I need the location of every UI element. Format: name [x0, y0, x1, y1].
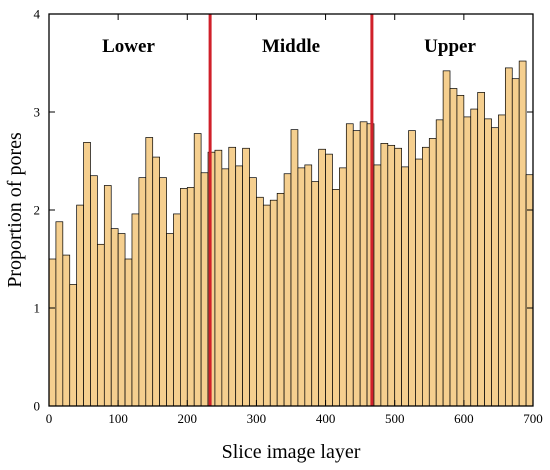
bar: [484, 118, 492, 407]
bar: [97, 243, 105, 407]
y-tick-label: 4: [34, 7, 41, 22]
bar: [55, 221, 64, 407]
y-tick-label: 3: [34, 105, 41, 120]
bar: [200, 172, 209, 407]
bar: [276, 192, 285, 407]
bar: [214, 149, 223, 407]
x-tick-label: 600: [454, 411, 474, 426]
bar: [131, 213, 140, 407]
bar: [138, 177, 147, 407]
bar: [511, 78, 520, 407]
bar: [145, 137, 154, 407]
bar: [228, 146, 237, 407]
x-tick-label: 0: [46, 411, 53, 426]
bar: [477, 92, 485, 407]
tick-labels: 0 100 200 300 400 500 600 700 0 1 2 3 4: [34, 7, 543, 427]
bar: [449, 88, 458, 407]
bar: [103, 185, 112, 407]
bar: [525, 174, 534, 407]
bar: [283, 173, 292, 407]
bar: [69, 284, 77, 407]
bar: [124, 258, 133, 407]
bar: [62, 254, 71, 407]
bar: [242, 147, 250, 407]
x-tick-label: 100: [108, 411, 128, 426]
bar: [401, 166, 409, 407]
bar: [428, 138, 437, 407]
bar: [345, 123, 354, 407]
x-tick-label: 500: [385, 411, 405, 426]
bar: [442, 70, 451, 407]
y-tick-label: 2: [34, 203, 41, 218]
bar: [408, 130, 416, 407]
bar: [180, 188, 188, 407]
bar: [332, 189, 340, 407]
region-dividers: [208, 14, 374, 406]
bar: [463, 116, 472, 407]
bar: [352, 130, 361, 407]
y-tick-label: 1: [34, 301, 41, 316]
x-tick-label: 200: [178, 411, 198, 426]
bar: [373, 164, 382, 407]
bar: [297, 167, 306, 407]
bar: [186, 187, 195, 407]
bar: [304, 164, 313, 407]
bar: [166, 233, 174, 407]
bar: [193, 133, 202, 407]
bar: [256, 196, 264, 407]
region-label: Upper: [424, 36, 476, 57]
axis-ticks: [48, 13, 534, 407]
bar: [415, 158, 423, 407]
bar: [48, 258, 57, 407]
region-labels: Lower Middle Upper: [102, 36, 476, 57]
bar: [318, 148, 326, 407]
bar: [380, 143, 389, 407]
region-label: Middle: [262, 36, 320, 57]
bar: [394, 147, 402, 407]
region-label: Lower: [102, 36, 155, 57]
bar: [235, 165, 243, 407]
y-tick-label: 0: [34, 399, 41, 414]
bar: [311, 181, 319, 407]
bar: [359, 121, 368, 407]
bar: [90, 175, 98, 407]
bar: [173, 213, 181, 407]
x-tick-label: 700: [523, 411, 543, 426]
bar: [325, 153, 333, 407]
bar: [221, 168, 230, 407]
bar: [470, 108, 479, 407]
bar: [435, 119, 444, 407]
bar: [504, 67, 513, 407]
bar: [422, 146, 430, 407]
bar: [290, 129, 299, 407]
bar: [249, 177, 257, 407]
x-tick-label: 400: [316, 411, 336, 426]
bar: [387, 144, 396, 407]
x-tick-label: 300: [247, 411, 267, 426]
bar: [83, 142, 91, 407]
bar: [518, 60, 527, 407]
bar: [269, 199, 278, 407]
bar: [456, 94, 465, 407]
bar: [491, 127, 499, 407]
bar: [498, 114, 506, 407]
bar: [152, 156, 160, 407]
bar: [76, 204, 84, 407]
bar: [117, 233, 126, 407]
x-axis-title: Slice image layer: [222, 441, 361, 463]
bar: [159, 177, 167, 407]
bar: [262, 204, 271, 407]
y-axis-title: Proportion of pores: [4, 132, 26, 288]
bar: [110, 228, 119, 407]
bars-group: [48, 60, 534, 407]
bar: [339, 167, 347, 407]
